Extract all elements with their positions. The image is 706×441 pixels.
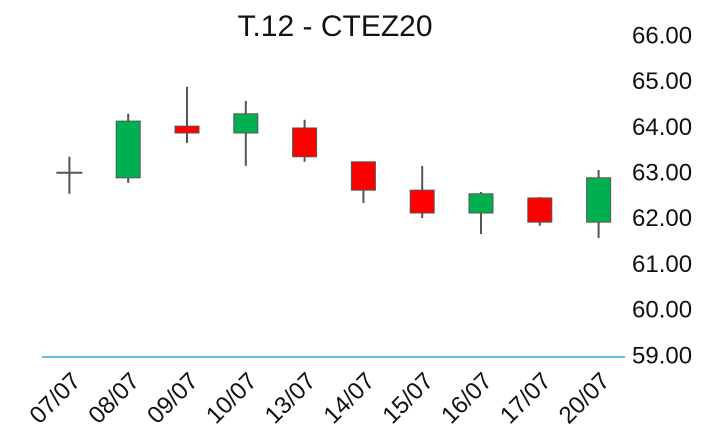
y-tick-label: 59.00 bbox=[632, 342, 692, 369]
candle-body bbox=[409, 189, 435, 214]
candle-body bbox=[350, 161, 376, 191]
candle-body bbox=[468, 193, 494, 214]
x-tick-label: 08/07 bbox=[83, 368, 145, 430]
chart-title: T.12 - CTEZ20 bbox=[237, 10, 432, 43]
x-tick-label: 07/07 bbox=[25, 368, 87, 430]
x-tick-label: 14/07 bbox=[319, 368, 381, 430]
x-tick-label: 20/07 bbox=[554, 368, 616, 430]
candle-body bbox=[174, 125, 200, 134]
y-tick-label: 66.00 bbox=[632, 22, 692, 49]
y-tick-label: 62.00 bbox=[632, 205, 692, 232]
x-tick-label: 10/07 bbox=[201, 368, 263, 430]
y-tick-label: 64.00 bbox=[632, 114, 692, 141]
x-tick-label: 15/07 bbox=[377, 368, 439, 430]
candle-body bbox=[292, 127, 318, 158]
y-tick-label: 61.00 bbox=[632, 251, 692, 278]
y-tick-label: 60.00 bbox=[632, 297, 692, 324]
candle-body bbox=[586, 177, 612, 223]
x-tick-label: 13/07 bbox=[260, 368, 322, 430]
candle-body bbox=[527, 197, 553, 223]
candle-body bbox=[233, 113, 259, 134]
y-tick-label: 65.00 bbox=[632, 68, 692, 95]
y-tick-label: 63.00 bbox=[632, 159, 692, 186]
candle-body bbox=[115, 120, 141, 179]
x-tick-label: 17/07 bbox=[495, 368, 557, 430]
x-tick-label: 09/07 bbox=[142, 368, 204, 430]
x-tick-label: 16/07 bbox=[436, 368, 498, 430]
